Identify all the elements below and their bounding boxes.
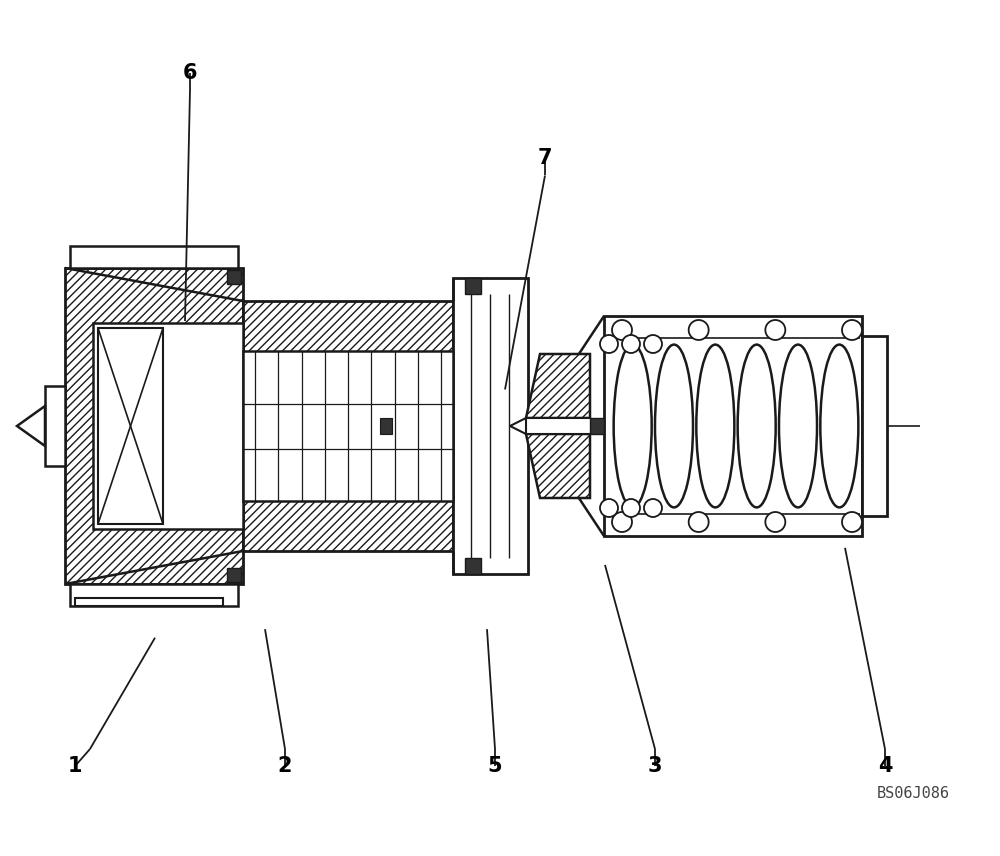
Text: 5: 5 [488, 756, 502, 776]
Bar [465, 558, 481, 574]
Bar [243, 301, 453, 551]
Bar [862, 336, 887, 516]
Bar [465, 278, 481, 294]
Circle shape [644, 335, 662, 353]
Text: 2: 2 [278, 756, 292, 776]
Bar [65, 268, 243, 584]
Bar [98, 328, 163, 524]
Circle shape [644, 499, 662, 517]
Circle shape [842, 320, 862, 340]
Text: 4: 4 [878, 756, 892, 776]
Circle shape [600, 335, 618, 353]
Bar [604, 316, 862, 536]
Bar [227, 270, 241, 284]
Bar [45, 386, 65, 466]
Text: 1: 1 [68, 756, 82, 776]
Text: 7: 7 [538, 148, 552, 169]
Bar [70, 584, 238, 606]
Bar [453, 278, 528, 574]
Bar [243, 351, 453, 501]
Bar [70, 246, 238, 268]
Bar [526, 418, 590, 434]
Bar [380, 418, 392, 434]
Bar [590, 418, 604, 434]
Bar [93, 323, 243, 529]
Polygon shape [526, 434, 590, 498]
Circle shape [600, 499, 618, 517]
Circle shape [622, 499, 640, 517]
Circle shape [689, 512, 709, 532]
Circle shape [765, 320, 785, 340]
Circle shape [622, 335, 640, 353]
Bar [227, 568, 241, 582]
Polygon shape [510, 418, 526, 434]
Text: BS06J086: BS06J086 [877, 786, 950, 801]
Circle shape [612, 512, 632, 532]
Text: 6: 6 [183, 62, 197, 83]
Polygon shape [17, 406, 45, 446]
Circle shape [765, 512, 785, 532]
Circle shape [842, 512, 862, 532]
Circle shape [689, 320, 709, 340]
Text: 3: 3 [648, 756, 662, 776]
Circle shape [612, 320, 632, 340]
Bar [75, 598, 223, 606]
Polygon shape [526, 354, 590, 418]
